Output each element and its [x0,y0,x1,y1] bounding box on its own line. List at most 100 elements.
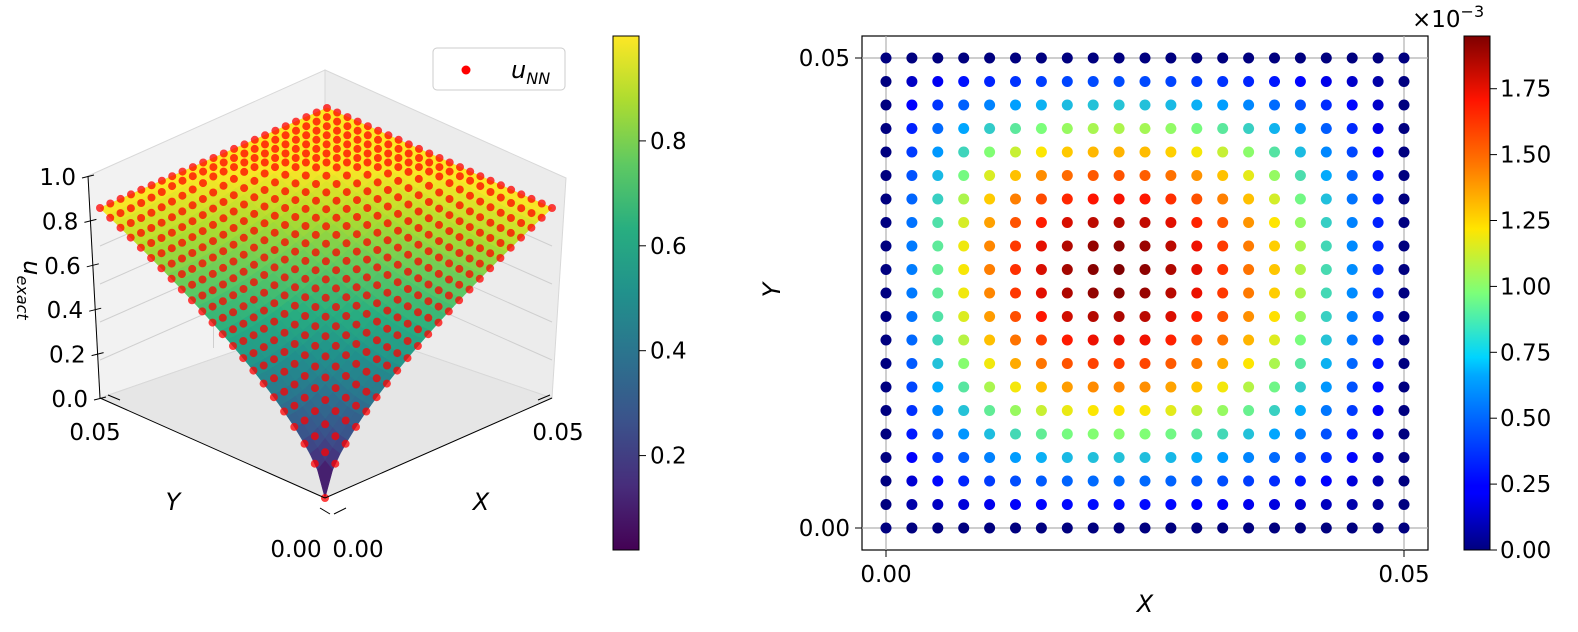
scatter-point [1010,264,1021,275]
scatter-point [1139,123,1151,134]
nn-point [332,154,341,162]
nn-point [147,208,156,217]
nn-point [363,187,372,196]
scatter-point [1372,76,1384,87]
nn-point [486,249,495,258]
scatter-point [1372,405,1384,416]
nn-point [291,247,300,256]
scatter-point [984,428,996,440]
nn-point [137,214,146,222]
nn-point [209,163,218,172]
scatter-point [1010,381,1021,393]
scatter-point [906,217,918,228]
colorbar-right-ticks: 0.00 0.25 0.50 0.75 1.00 1.25 1.50 1.75 [1490,77,1551,564]
scatter-point [1113,499,1125,510]
nn-point [250,243,258,252]
scatter-point [1320,193,1332,205]
nn-point [239,267,248,276]
scatter-point [906,146,918,158]
nn-point [259,324,268,333]
scatter-point [1294,193,1306,205]
nn-point [270,336,279,345]
scatter-point [1269,452,1280,463]
nn-point [331,362,340,371]
scatter-point [1217,475,1229,487]
nn-point [445,275,453,284]
nn-point [425,149,434,158]
nn-point [373,154,382,162]
scatter-point [1139,193,1151,205]
scatter-point [932,499,944,510]
nn-point [239,302,248,311]
scatter-point [1398,240,1410,252]
scatter-point [1191,99,1203,111]
scatter-point [1165,381,1177,393]
scatter-point [1398,452,1410,463]
nn-point [353,154,362,162]
nn-point [444,307,453,316]
nn-point [455,233,464,242]
scatter-point [880,381,892,393]
nn-point [209,154,218,162]
nn-point [342,312,351,320]
nn-point [209,220,217,229]
scatter-point [932,405,944,416]
nn-point [290,422,299,431]
nn-point [527,209,536,218]
nn-point [322,239,330,248]
nn-point [342,293,351,302]
scatter-point [1320,522,1332,534]
nn-point [177,285,186,294]
nn-point [312,117,321,126]
nn-point [239,217,248,226]
scatter-point [984,99,996,111]
nn-point [362,273,371,282]
nn-point [353,126,362,135]
scatter-point [1191,334,1203,346]
nn-point [188,201,197,210]
nn-point [476,213,485,222]
nn-point [291,265,299,274]
scatter-point [1372,240,1384,252]
scatter-point [1346,217,1358,228]
scatter-point [1320,428,1332,440]
scatter-point [880,52,892,64]
y-tick-label-r1: 0.05 [799,46,850,72]
scatter-point [1191,358,1203,369]
scatter-point [1010,99,1021,111]
nn-point [229,191,238,200]
scatter-point [1113,452,1125,463]
scatter-point [906,405,918,416]
nn-point [383,202,392,211]
nn-point [496,181,505,190]
nn-point [362,291,371,300]
nn-point [343,113,352,122]
nn-point [239,233,248,242]
scatter-point [984,405,996,416]
scatter-point [906,381,918,393]
nn-point [373,195,382,203]
nn-point [311,266,320,275]
scatter-point [958,522,970,534]
nn-point [352,401,360,410]
z-axis-line [87,175,101,399]
nn-point [496,193,505,202]
nn-point [403,319,412,328]
nn-point [393,349,402,358]
scatter-point [1035,217,1047,228]
scatter-point [880,358,892,369]
scatter-point [1035,452,1047,463]
scatter-point [1243,287,1255,299]
scatter-point [1139,522,1151,534]
scatter-point [1087,264,1099,275]
scatter-point [1113,381,1125,393]
scatter-point [1269,287,1280,299]
nn-point [301,204,310,213]
nn-point [537,213,546,222]
scatter-point [1010,405,1021,416]
nn-point [281,140,290,149]
nn-point [188,249,197,257]
scatter-point [1269,311,1280,322]
nn-point [374,126,383,135]
nn-point [198,291,207,300]
